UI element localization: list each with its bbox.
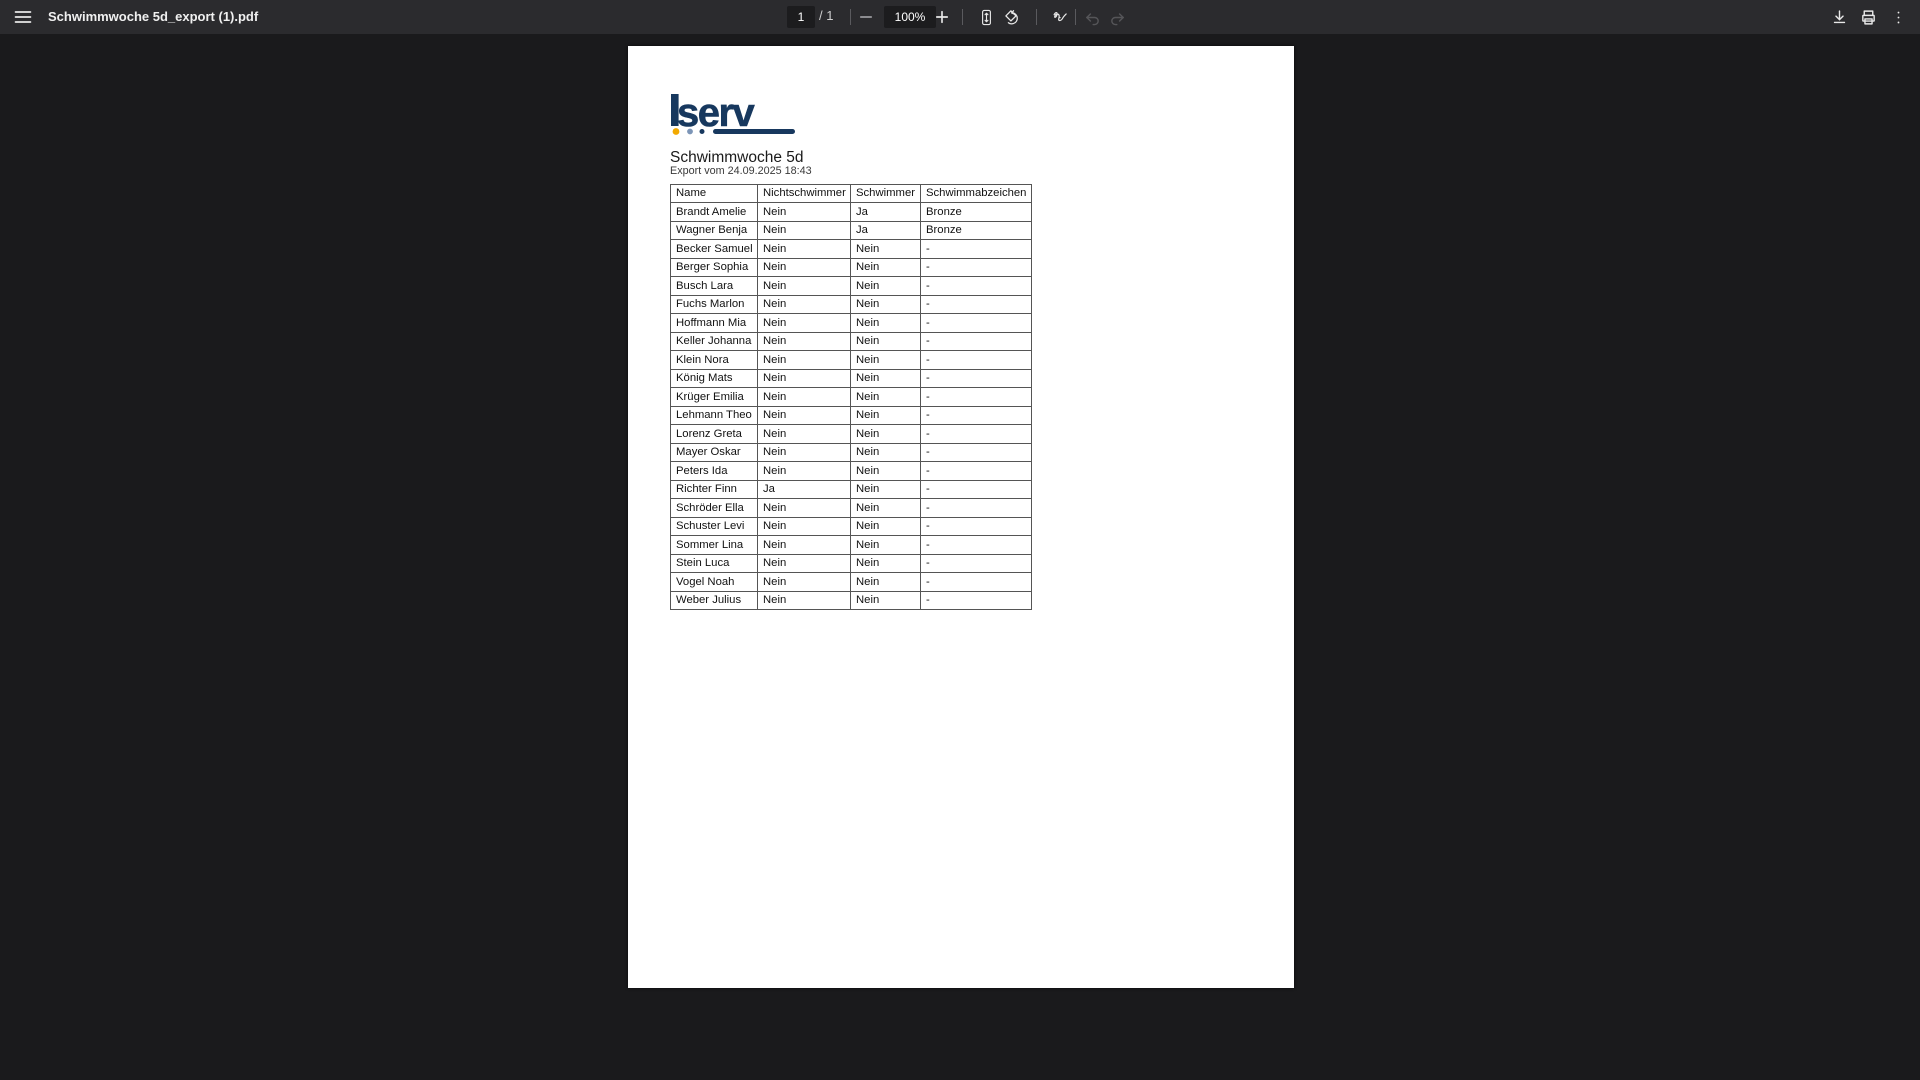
svg-text:serv: serv <box>677 92 756 135</box>
